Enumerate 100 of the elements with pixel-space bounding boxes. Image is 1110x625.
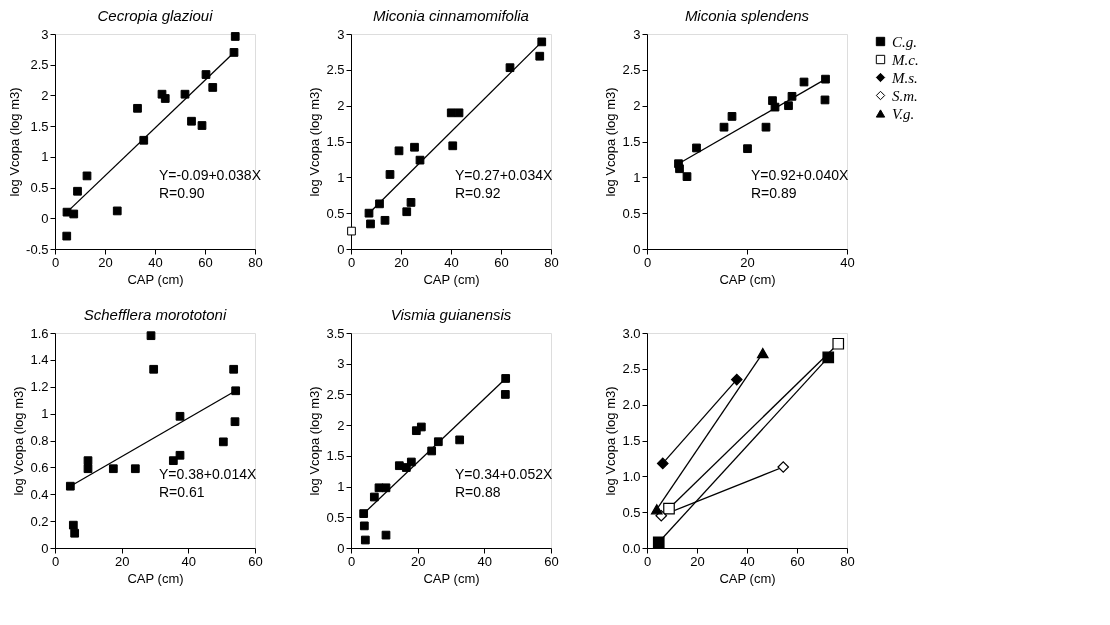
x-tick-label: 60 [544, 553, 559, 569]
y-tick-label: 0 [41, 540, 49, 556]
x-tick-label: 40 [477, 553, 493, 569]
y-axis-title: log Vcopa (log m3) [307, 386, 323, 496]
annotation: Y=0.38+0.014X [159, 465, 257, 482]
y-tick-label: 0 [41, 210, 49, 226]
x-axis-title: CAP (cm) [127, 570, 184, 586]
y-tick-label: 2.0 [622, 397, 641, 413]
y-tick-label: 1 [337, 169, 345, 185]
legend-label: C.g. [892, 33, 918, 50]
y-tick-label: 0.2 [30, 513, 49, 529]
x-tick-label: 80 [544, 254, 559, 270]
y-tick-label: 1.5 [622, 134, 641, 149]
legend-label: S.m. [892, 87, 918, 104]
y-tick-label: 1.0 [622, 468, 641, 484]
y-axis-title: log Vcopa (log m3) [603, 87, 619, 197]
chart-title: Miconia cinnamomifolia [373, 7, 529, 24]
annotation: Y=0.27+0.034X [455, 166, 553, 183]
y-tick-label: 1.6 [30, 325, 49, 341]
x-axis-title: CAP (cm) [719, 271, 776, 287]
y-tick-label: 0.4 [30, 486, 49, 502]
y-tick-label: 3 [337, 356, 345, 372]
y-tick-label: 1 [337, 479, 345, 495]
x-axis-title: CAP (cm) [127, 271, 184, 287]
y-tick-label: 3 [41, 26, 49, 42]
y-tick-label: 2.5 [326, 62, 345, 78]
y-tick-label: 2 [41, 87, 49, 103]
y-tick-label: 0.5 [30, 180, 49, 196]
y-tick-label: 2 [337, 417, 345, 433]
y-tick-label: 2.5 [622, 62, 641, 78]
y-tick-label: 3 [337, 26, 345, 42]
chart-title: Vismia guianensis [390, 306, 512, 323]
annotation: Y=-0.09+0.038X [159, 166, 262, 183]
x-tick-label: 80 [248, 254, 263, 270]
y-tick-label: 1.5 [326, 448, 345, 464]
x-tick-label: 0 [347, 254, 356, 270]
x-tick-label: 40 [148, 254, 163, 270]
y-tick-label: 0 [337, 540, 345, 556]
x-tick-label: 40 [444, 254, 459, 270]
x-tick-label: 60 [248, 553, 263, 569]
y-tick-label: 1.5 [326, 134, 345, 149]
y-tick-label: 1 [41, 149, 49, 165]
legend-label: M.c. [891, 51, 919, 68]
y-tick-label: 0.6 [30, 459, 49, 475]
x-axis-title: CAP (cm) [423, 570, 480, 586]
legend-label: V.g. [892, 105, 915, 122]
chart-title: Schefflera morototoni [83, 306, 227, 323]
y-tick-label: 2.5 [622, 361, 641, 377]
annotation: R=0.92 [455, 184, 501, 201]
x-tick-label: 0 [643, 553, 652, 569]
x-tick-label: 20 [410, 553, 426, 569]
y-tick-label: 2 [337, 98, 345, 114]
y-tick-label: 1.5 [30, 118, 49, 134]
y-tick-label: 0 [337, 241, 345, 257]
y-axis-title: log Vcopa (log m3) [11, 386, 27, 496]
x-tick-label: 0 [51, 553, 60, 569]
x-tick-label: 80 [840, 553, 855, 569]
x-tick-label: 20 [394, 254, 409, 270]
y-tick-label: 1.4 [30, 352, 49, 368]
x-tick-label: 40 [181, 553, 197, 569]
annotation: R=0.88 [455, 483, 501, 500]
x-tick-label: 40 [840, 254, 855, 270]
y-axis-title: log Vcopa (log m3) [307, 87, 323, 197]
y-tick-label: 1.2 [30, 379, 49, 395]
x-tick-label: 40 [740, 553, 755, 569]
x-axis-title: CAP (cm) [423, 271, 480, 287]
y-tick-label: 3.5 [326, 325, 345, 341]
x-tick-label: 0 [347, 553, 356, 569]
y-tick-label: 2.5 [326, 386, 345, 402]
y-tick-label: 0.5 [622, 504, 641, 520]
x-tick-label: 60 [198, 254, 213, 270]
y-tick-label: 1 [633, 169, 641, 185]
y-tick-label: 0.5 [326, 205, 345, 221]
annotation: R=0.90 [159, 184, 205, 201]
y-tick-label: 0.8 [30, 433, 49, 448]
x-tick-label: 20 [740, 254, 755, 270]
x-tick-label: 20 [690, 553, 705, 569]
y-axis-title: log Vcopa (log m3) [7, 87, 23, 197]
y-tick-label: 0.5 [326, 509, 345, 525]
chart-title: Cecropia glazioui [97, 7, 214, 24]
x-tick-label: 60 [790, 553, 805, 569]
y-tick-label: 0.5 [622, 205, 641, 221]
chart-title: Miconia splendens [684, 7, 810, 24]
x-tick-label: 20 [98, 254, 113, 270]
annotation: R=0.89 [751, 184, 797, 201]
annotation: R=0.61 [159, 483, 205, 500]
y-tick-label: 0 [633, 241, 641, 257]
y-tick-label: 3 [633, 26, 641, 42]
annotation: Y=0.34+0.052X [455, 465, 553, 482]
y-tick-label: 3.0 [622, 325, 641, 341]
y-tick-label: 2.5 [30, 57, 49, 73]
x-tick-label: 60 [494, 254, 509, 270]
x-tick-label: 0 [51, 254, 60, 270]
y-tick-label: 0.0 [622, 540, 641, 556]
y-tick-label: 2 [633, 98, 641, 114]
y-tick-label: -0.5 [26, 241, 49, 257]
y-tick-label: 1.5 [622, 433, 641, 448]
x-tick-label: 0 [643, 254, 652, 270]
y-axis-title: log Vcopa (log m3) [603, 386, 619, 496]
annotation: Y=0.92+0.040X [751, 166, 849, 183]
